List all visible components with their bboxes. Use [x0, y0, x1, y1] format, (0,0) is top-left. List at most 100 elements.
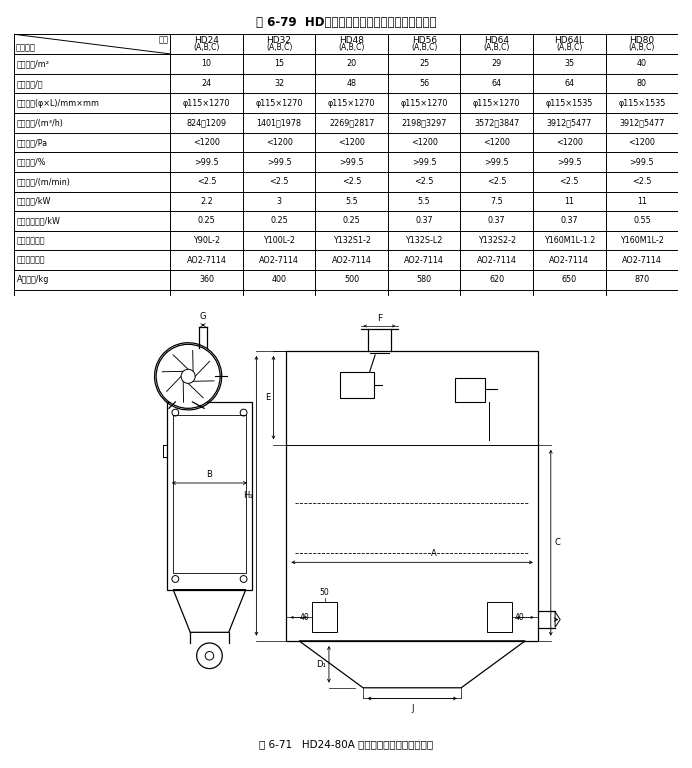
Text: Y132S1-2: Y132S1-2	[333, 236, 371, 245]
Text: F: F	[377, 314, 382, 323]
Text: 580: 580	[417, 276, 432, 284]
Text: <2.5: <2.5	[269, 177, 289, 186]
Text: 35: 35	[564, 59, 574, 68]
Text: 2.2: 2.2	[200, 197, 213, 206]
Text: Y100L-2: Y100L-2	[263, 236, 295, 245]
Text: 64: 64	[565, 79, 574, 88]
Text: 0.25: 0.25	[271, 217, 288, 226]
Text: 360: 360	[199, 276, 214, 284]
Text: >99.5: >99.5	[557, 157, 582, 167]
Text: 设备阻力/Pa: 设备阻力/Pa	[17, 138, 48, 147]
Text: D₁: D₁	[316, 660, 325, 669]
Text: 11: 11	[637, 197, 647, 206]
Text: φ115×1270: φ115×1270	[255, 98, 303, 108]
Text: 400: 400	[271, 276, 286, 284]
Text: 3912～5477: 3912～5477	[619, 118, 664, 127]
Text: <2.5: <2.5	[632, 177, 652, 186]
Text: HD32: HD32	[266, 36, 291, 45]
Text: 40: 40	[637, 59, 647, 68]
Text: G: G	[200, 312, 206, 321]
Text: 40: 40	[515, 613, 525, 622]
Text: HD80: HD80	[629, 36, 655, 45]
Text: Y160M1L-2: Y160M1L-2	[620, 236, 664, 245]
Text: <1200: <1200	[193, 138, 220, 147]
Text: AO2-7114: AO2-7114	[260, 256, 299, 265]
Text: (A,B,C): (A,B,C)	[266, 43, 292, 52]
Text: <1200: <1200	[338, 138, 365, 147]
Text: 650: 650	[562, 276, 577, 284]
Text: <2.5: <2.5	[487, 177, 507, 186]
Text: >99.5: >99.5	[484, 157, 509, 167]
Text: AO2-7114: AO2-7114	[404, 256, 444, 265]
Text: 0.25: 0.25	[198, 217, 215, 226]
Text: J: J	[411, 703, 413, 713]
Text: φ115×1270: φ115×1270	[473, 98, 520, 108]
Bar	[173, 415, 246, 573]
Text: Y132S2-2: Y132S2-2	[477, 236, 516, 245]
Text: HD48: HD48	[339, 36, 364, 45]
Text: 1401～1978: 1401～1978	[257, 118, 302, 127]
Text: 清灰电机型号: 清灰电机型号	[17, 256, 45, 265]
Text: AO2-7114: AO2-7114	[187, 256, 226, 265]
Text: 870: 870	[635, 276, 650, 284]
Text: 3912～5477: 3912～5477	[547, 118, 592, 127]
Text: 24: 24	[201, 79, 212, 88]
Text: 25: 25	[419, 59, 429, 68]
Text: H₁: H₁	[243, 492, 253, 500]
Text: 滤袋数量/个: 滤袋数量/个	[17, 79, 43, 88]
Bar	[312, 602, 338, 632]
Text: <1200: <1200	[266, 138, 293, 147]
Circle shape	[181, 369, 195, 383]
Text: HD56: HD56	[412, 36, 437, 45]
Text: 0.37: 0.37	[415, 217, 433, 226]
Text: AO2-7114: AO2-7114	[477, 256, 517, 265]
Bar	[340, 372, 374, 398]
Bar	[167, 402, 252, 590]
Text: >99.5: >99.5	[267, 157, 291, 167]
Text: HD64: HD64	[484, 36, 509, 45]
Text: <2.5: <2.5	[560, 177, 579, 186]
Text: 0.37: 0.37	[488, 217, 506, 226]
Text: (A,B,C): (A,B,C)	[411, 43, 437, 52]
Text: 滤袋规格(φ×L)/mm×mm: 滤袋规格(φ×L)/mm×mm	[17, 98, 100, 108]
Text: <2.5: <2.5	[342, 177, 361, 186]
Text: A: A	[430, 549, 437, 558]
Text: AO2-7114: AO2-7114	[331, 256, 372, 265]
Text: HD24: HD24	[194, 36, 219, 45]
Text: (A,B,C): (A,B,C)	[556, 43, 583, 52]
Text: Y132S-L2: Y132S-L2	[406, 236, 443, 245]
Text: 15: 15	[274, 59, 284, 68]
Text: 10: 10	[201, 59, 212, 68]
Text: φ115×1535: φ115×1535	[545, 98, 593, 108]
Text: >99.5: >99.5	[339, 157, 364, 167]
Text: (A,B,C): (A,B,C)	[629, 43, 655, 52]
Text: 50: 50	[320, 588, 329, 598]
Text: A型质量/kg: A型质量/kg	[17, 276, 49, 284]
Text: <1200: <1200	[411, 138, 437, 147]
Text: E: E	[265, 393, 270, 402]
Text: HD64L: HD64L	[554, 36, 584, 45]
Text: 清灰电机功率/kW: 清灰电机功率/kW	[17, 217, 60, 226]
Text: (A,B,C): (A,B,C)	[193, 43, 220, 52]
Text: φ115×1270: φ115×1270	[183, 98, 230, 108]
Text: 56: 56	[419, 79, 429, 88]
Text: >99.5: >99.5	[412, 157, 437, 167]
Text: φ115×1535: φ115×1535	[618, 98, 666, 108]
Text: 500: 500	[344, 276, 359, 284]
Bar	[486, 602, 512, 632]
Text: 40: 40	[300, 613, 310, 622]
Circle shape	[156, 344, 220, 409]
Text: φ115×1270: φ115×1270	[401, 98, 448, 108]
Text: 型号: 型号	[158, 35, 168, 45]
Text: 5.5: 5.5	[345, 197, 358, 206]
Text: B: B	[206, 470, 212, 478]
Text: Y90L-2: Y90L-2	[193, 236, 220, 245]
Text: 2198～3297: 2198～3297	[401, 118, 447, 127]
Text: 80: 80	[637, 79, 647, 88]
Text: 0.37: 0.37	[561, 217, 578, 226]
Text: 图 6-71   HD24-80A 型库顶机械振打袋式除尘器: 图 6-71 HD24-80A 型库顶机械振打袋式除尘器	[259, 739, 433, 749]
Text: 3: 3	[277, 197, 282, 206]
Text: 48: 48	[347, 79, 356, 88]
Text: 824～1209: 824～1209	[186, 118, 226, 127]
Text: 风机功率/kW: 风机功率/kW	[17, 197, 51, 206]
